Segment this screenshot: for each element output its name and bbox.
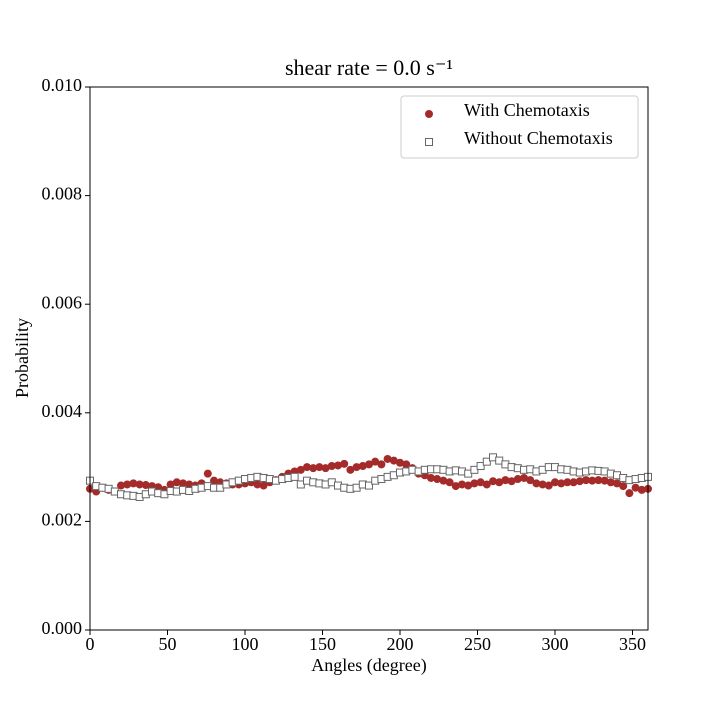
y-tick-label: 0.002 [42, 510, 83, 530]
point [588, 476, 597, 485]
point [377, 460, 386, 469]
x-tick-label: 50 [159, 634, 177, 654]
point [476, 462, 485, 471]
point [532, 479, 541, 488]
point [637, 485, 646, 494]
point [141, 481, 150, 490]
y-tick-label: 0.006 [42, 292, 83, 312]
point [315, 463, 324, 472]
point [371, 457, 380, 466]
legend-marker [425, 138, 433, 146]
legend-marker [425, 110, 433, 118]
point [551, 478, 559, 487]
point [439, 476, 448, 485]
point [365, 481, 373, 490]
point [613, 479, 621, 488]
y-axis-label: Probability [12, 318, 32, 398]
y-tick-label: 0.008 [42, 184, 83, 204]
point [352, 463, 361, 472]
point [358, 462, 367, 471]
point [396, 458, 404, 467]
point [179, 479, 187, 488]
point [569, 478, 578, 487]
point [482, 457, 491, 466]
point [445, 478, 454, 487]
point [383, 454, 392, 463]
point [575, 477, 584, 486]
point [526, 476, 535, 485]
point [123, 480, 132, 489]
point [321, 464, 330, 473]
legend-label: Without Chemotaxis [464, 128, 613, 148]
point [582, 476, 590, 485]
point [309, 464, 318, 473]
legend-label: With Chemotaxis [464, 100, 590, 120]
point [495, 478, 504, 487]
point [631, 483, 640, 492]
x-tick-label: 200 [387, 634, 414, 654]
y-tick-label: 0.010 [42, 75, 83, 95]
x-tick-label: 100 [232, 634, 259, 654]
point [185, 480, 194, 489]
x-tick-label: 150 [309, 634, 336, 654]
point [172, 478, 181, 487]
chart-title: shear rate = 0.0 s⁻¹ [285, 55, 453, 80]
point [210, 476, 218, 485]
x-tick-label: 350 [619, 634, 646, 654]
point [606, 478, 615, 487]
x-tick-label: 250 [464, 634, 491, 654]
point [594, 476, 603, 485]
x-tick-label: 0 [86, 634, 95, 654]
point [129, 479, 138, 488]
point [427, 473, 435, 482]
point [135, 480, 144, 489]
point [117, 481, 125, 490]
point [290, 472, 299, 481]
plot-frame [89, 86, 649, 631]
point [451, 482, 460, 491]
point [203, 469, 212, 478]
point [520, 473, 528, 482]
point [402, 460, 411, 469]
point [365, 460, 373, 469]
y-tick-label: 0.000 [42, 618, 83, 638]
point [259, 481, 268, 490]
point [334, 461, 342, 470]
point [538, 480, 547, 489]
point [470, 479, 479, 488]
point [501, 476, 510, 485]
point [476, 478, 485, 487]
point [253, 480, 262, 489]
point [507, 477, 516, 486]
y-tick-label: 0.004 [42, 401, 83, 421]
point [327, 462, 336, 471]
point [489, 477, 497, 486]
point [557, 479, 566, 488]
point [458, 480, 466, 489]
point [296, 465, 305, 474]
x-axis-label: Angles (degree) [311, 655, 426, 676]
point [600, 476, 609, 485]
point [166, 480, 175, 489]
point [619, 482, 628, 491]
point [340, 459, 349, 468]
point [563, 478, 572, 487]
point [625, 489, 634, 498]
point [513, 475, 522, 484]
point [482, 480, 491, 489]
point [346, 465, 355, 474]
legend-box [400, 95, 639, 159]
point [433, 475, 442, 484]
point [389, 456, 398, 465]
point [464, 481, 473, 490]
x-tick-label: 300 [542, 634, 569, 654]
point [303, 463, 311, 472]
point [544, 481, 553, 490]
